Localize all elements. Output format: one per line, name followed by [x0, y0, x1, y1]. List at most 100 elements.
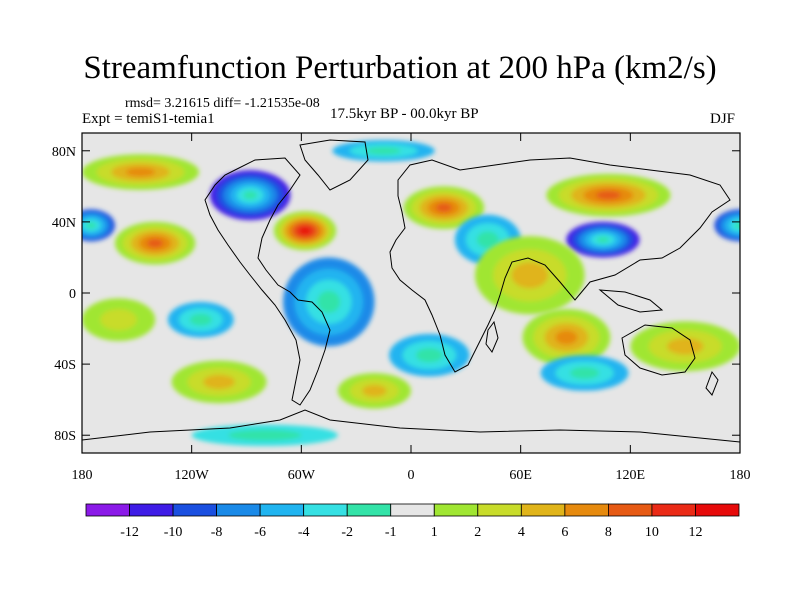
coastline-madagascar: [485, 320, 499, 353]
colorbar-swatch: [651, 503, 696, 517]
colorbar-label: 4: [518, 525, 525, 540]
anomaly-15: [540, 355, 629, 391]
coastline-australia: [621, 324, 696, 376]
anomaly-12: [522, 309, 611, 366]
anomaly-20: [82, 298, 156, 342]
coastline-southeast-asia: [598, 289, 664, 313]
contour-band: [511, 262, 549, 289]
colorbar-label: 6: [561, 525, 568, 540]
anomaly-13: [283, 257, 375, 347]
colorbar-swatch: [129, 503, 174, 517]
contour-band: [300, 228, 310, 234]
colorbar: -12 -10 -8 -6 -4 -2 -1 1 2 4 6 8 10 12: [85, 503, 740, 540]
anomaly-19: [389, 333, 470, 377]
experiment-label: Expt = temiS1-temia1: [82, 111, 215, 127]
chart-title: Streamfunction Perturbation at 200 hPa (…: [83, 50, 717, 86]
contour-band: [243, 191, 257, 200]
anomaly-3: [114, 221, 196, 265]
anomaly-18: [337, 373, 411, 409]
x-tick-label: 60E: [509, 468, 532, 483]
contour-band: [100, 309, 137, 331]
contour-band: [317, 290, 341, 313]
anomaly-1: [273, 211, 337, 251]
x-tick-label: 120E: [616, 468, 646, 483]
colorbar-swatch: [172, 503, 218, 517]
colorbar-label: -8: [211, 525, 223, 540]
colorbar-swatch: [390, 503, 435, 517]
y-tick-label: 40N: [52, 216, 76, 231]
colorbar-label: -4: [298, 525, 310, 540]
contour-band: [666, 338, 704, 355]
x-tick-label: 180: [72, 468, 93, 483]
coastline-antarctica: [82, 409, 740, 443]
colorbar-label: -6: [254, 525, 266, 540]
axes: 180 120W 60W 0 60E 120E 180 80N 40N 0 40S 80S: [52, 133, 751, 483]
anomaly-5: [332, 140, 435, 162]
stats-label: rmsd= 3.21615 diff= -1.21535e-08: [125, 96, 320, 111]
colorbar-swatch: [477, 503, 522, 517]
contour-band: [366, 147, 401, 155]
y-tick-label: 40S: [54, 358, 76, 373]
contour-band: [415, 348, 443, 363]
colorbar-swatch: [303, 503, 348, 517]
colorbar-label: 1: [431, 525, 438, 540]
contour-band: [362, 384, 387, 397]
colorbar-label: -12: [120, 525, 139, 540]
contour-band: [596, 236, 610, 243]
contour-band: [228, 429, 302, 441]
colorbar-label: 12: [688, 525, 702, 540]
anomaly-0: [210, 170, 291, 221]
x-tick-label: 120W: [175, 468, 210, 483]
contour-band: [125, 167, 156, 177]
coastline-north-america: [204, 157, 331, 406]
colorbar-label: -2: [341, 525, 353, 540]
colorbar-label: -1: [385, 525, 397, 540]
contour-band: [555, 330, 578, 345]
colorbar-label: 8: [605, 525, 612, 540]
period-label: 17.5kyr BP - 00.0kyr BP: [330, 106, 479, 122]
contour-band: [734, 222, 740, 229]
anomaly-4: [82, 154, 199, 190]
field-layer: [82, 133, 740, 453]
colorbar-swatch: [608, 503, 653, 517]
y-tick-label: 80S: [54, 429, 76, 444]
anomaly-17: [167, 301, 234, 338]
colorbar-label: 10: [645, 525, 659, 540]
colorbar-swatch: [520, 503, 566, 517]
contour-band: [570, 367, 600, 379]
anomaly-21: [191, 424, 338, 446]
coastline-africa-eurasia: [389, 157, 731, 373]
coastline-greenland: [299, 139, 369, 191]
y-tick-label: 0: [69, 287, 76, 302]
colorbar-swatch: [433, 503, 479, 517]
colorbar-swatch: [85, 503, 130, 517]
anomaly-14: [630, 321, 740, 372]
colorbar-swatch: [564, 503, 609, 517]
contour-band: [203, 374, 235, 389]
colorbar-swatch: [346, 503, 392, 517]
coastline-new-zealand: [705, 370, 719, 396]
contour-band: [476, 231, 499, 248]
colorbar-label: 2: [474, 525, 481, 540]
coastlines: [82, 139, 740, 443]
contour-band: [147, 238, 164, 248]
contour-band: [189, 313, 212, 326]
anomaly-11: [475, 236, 585, 315]
contour-band: [435, 203, 452, 212]
colorbar-swatch: [695, 503, 740, 517]
colorbar-label: -10: [164, 525, 183, 540]
x-tick-label: 180: [730, 468, 751, 483]
anomaly-16: [171, 360, 267, 404]
anomaly-2: [82, 209, 115, 242]
x-tick-label: 60W: [288, 468, 316, 483]
colorbar-swatch: [259, 503, 305, 517]
season-label: DJF: [710, 111, 736, 127]
contour-band: [86, 222, 96, 229]
contour-band: [596, 190, 621, 200]
anomaly-9: [546, 173, 671, 217]
y-tick-label: 80N: [52, 145, 76, 160]
anomaly-10: [714, 209, 740, 242]
anomaly-8: [566, 221, 640, 258]
x-tick-label: 0: [408, 468, 415, 483]
